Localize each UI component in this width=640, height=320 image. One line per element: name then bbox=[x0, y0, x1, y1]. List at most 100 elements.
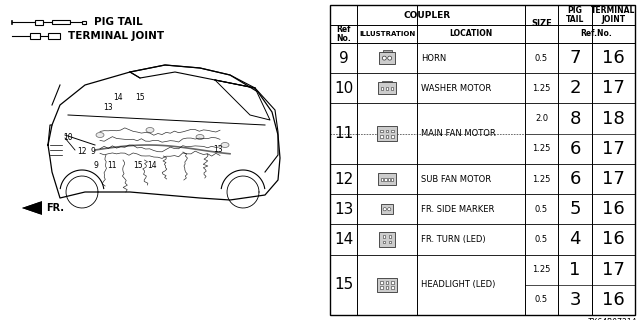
Text: 17: 17 bbox=[602, 261, 625, 279]
Ellipse shape bbox=[96, 132, 104, 138]
Bar bbox=[379, 52, 395, 64]
Text: 13: 13 bbox=[213, 146, 223, 155]
Text: SUB FAN MOTOR: SUB FAN MOTOR bbox=[421, 174, 491, 183]
Polygon shape bbox=[22, 201, 42, 215]
Bar bbox=[386, 135, 388, 138]
Circle shape bbox=[382, 56, 387, 60]
Text: 16: 16 bbox=[602, 49, 625, 67]
Bar bbox=[377, 277, 397, 292]
Text: 13: 13 bbox=[103, 103, 113, 113]
Bar bbox=[391, 286, 394, 289]
Text: 16: 16 bbox=[602, 291, 625, 309]
Text: 15: 15 bbox=[334, 277, 353, 292]
Bar bbox=[330, 5, 635, 315]
Text: LOCATION: LOCATION bbox=[449, 29, 493, 38]
Text: 15: 15 bbox=[133, 161, 143, 170]
Ellipse shape bbox=[196, 134, 204, 140]
Bar bbox=[381, 81, 392, 83]
Circle shape bbox=[388, 208, 391, 211]
Text: 2.0: 2.0 bbox=[535, 114, 548, 123]
Text: 14: 14 bbox=[334, 232, 353, 247]
Text: 17: 17 bbox=[602, 140, 625, 158]
Text: ILLUSTRATION: ILLUSTRATION bbox=[359, 31, 415, 37]
Text: 2: 2 bbox=[569, 79, 580, 97]
Text: 7: 7 bbox=[569, 49, 580, 67]
Bar bbox=[383, 241, 385, 244]
Bar bbox=[386, 286, 388, 289]
Bar bbox=[386, 281, 388, 284]
Bar bbox=[35, 20, 43, 25]
Text: 0.5: 0.5 bbox=[535, 295, 548, 304]
Text: 11: 11 bbox=[108, 161, 116, 170]
Text: 1: 1 bbox=[570, 261, 580, 279]
Text: 1.25: 1.25 bbox=[532, 174, 550, 183]
Text: 0.5: 0.5 bbox=[535, 205, 548, 214]
Text: PIG
TAIL: PIG TAIL bbox=[566, 6, 584, 24]
Text: 18: 18 bbox=[602, 109, 625, 128]
Text: 17: 17 bbox=[602, 79, 625, 97]
Bar bbox=[379, 232, 395, 247]
Bar bbox=[30, 33, 40, 39]
Bar bbox=[383, 50, 392, 52]
Bar bbox=[48, 33, 60, 39]
Text: 12: 12 bbox=[77, 148, 87, 156]
Text: PIG TAIL: PIG TAIL bbox=[94, 17, 143, 27]
Text: 1.25: 1.25 bbox=[532, 144, 550, 153]
Polygon shape bbox=[22, 202, 40, 214]
Circle shape bbox=[388, 56, 392, 60]
Bar bbox=[384, 178, 387, 181]
Text: 0.5: 0.5 bbox=[535, 235, 548, 244]
Bar bbox=[82, 20, 86, 23]
Bar bbox=[378, 83, 396, 94]
Text: 1.25: 1.25 bbox=[532, 84, 550, 93]
Text: 3: 3 bbox=[569, 291, 580, 309]
Text: SIZE: SIZE bbox=[531, 20, 552, 28]
Text: 9: 9 bbox=[339, 51, 348, 66]
Text: 17: 17 bbox=[602, 170, 625, 188]
Bar bbox=[52, 20, 70, 24]
Bar bbox=[381, 178, 383, 181]
Text: 6: 6 bbox=[570, 140, 580, 158]
Text: TX64B0721A: TX64B0721A bbox=[588, 318, 637, 320]
Bar bbox=[386, 130, 388, 132]
Text: 6: 6 bbox=[570, 170, 580, 188]
Text: 13: 13 bbox=[334, 202, 353, 217]
Text: 9: 9 bbox=[91, 148, 95, 156]
Text: 10: 10 bbox=[334, 81, 353, 96]
Text: 15: 15 bbox=[135, 93, 145, 102]
Bar bbox=[380, 281, 383, 284]
Bar bbox=[388, 236, 392, 238]
Bar bbox=[390, 87, 394, 90]
Bar bbox=[381, 87, 383, 90]
Text: COUPLER: COUPLER bbox=[404, 11, 451, 20]
Text: 11: 11 bbox=[334, 126, 353, 141]
Text: 14: 14 bbox=[113, 93, 123, 102]
Bar bbox=[381, 204, 394, 214]
Bar bbox=[383, 236, 385, 238]
Text: 16: 16 bbox=[602, 200, 625, 218]
Text: 10: 10 bbox=[63, 133, 73, 142]
Text: FR.: FR. bbox=[46, 203, 64, 213]
Bar bbox=[380, 135, 383, 138]
Bar bbox=[380, 130, 383, 132]
Bar bbox=[388, 178, 390, 181]
Text: 9: 9 bbox=[93, 161, 99, 170]
Circle shape bbox=[383, 208, 387, 211]
Bar bbox=[386, 87, 388, 90]
Text: Ref.No.: Ref.No. bbox=[580, 29, 612, 38]
Bar bbox=[391, 281, 394, 284]
Text: MAIN FAN MOTOR: MAIN FAN MOTOR bbox=[421, 129, 496, 138]
Bar bbox=[391, 178, 393, 181]
Text: Ref
No.: Ref No. bbox=[336, 25, 351, 43]
Text: 5: 5 bbox=[569, 200, 580, 218]
Text: HEADLIGHT (LED): HEADLIGHT (LED) bbox=[421, 280, 495, 289]
Bar bbox=[388, 241, 392, 244]
Text: HORN: HORN bbox=[421, 54, 446, 63]
Text: TERMINAL JOINT: TERMINAL JOINT bbox=[68, 31, 164, 41]
Text: FR. TURN (LED): FR. TURN (LED) bbox=[421, 235, 486, 244]
Bar bbox=[391, 130, 394, 132]
Bar bbox=[377, 126, 397, 141]
Ellipse shape bbox=[146, 127, 154, 132]
Bar bbox=[378, 173, 396, 185]
Text: 1.25: 1.25 bbox=[532, 265, 550, 274]
